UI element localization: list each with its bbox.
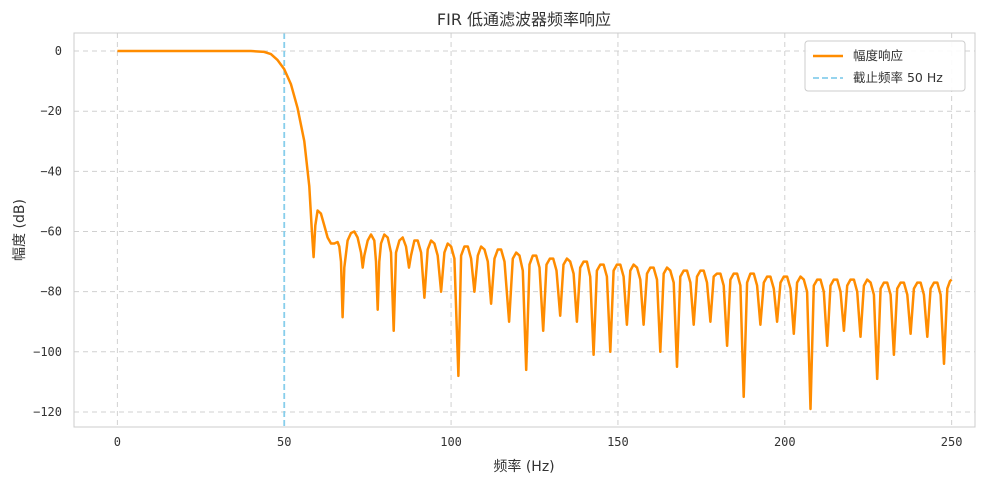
x-tick-label: 250 xyxy=(941,435,963,449)
y-tick-label: −40 xyxy=(40,164,62,178)
x-axis-label: 频率 (Hz) xyxy=(493,458,554,475)
x-tick-label: 100 xyxy=(440,435,462,449)
y-tick-label: −20 xyxy=(40,104,62,118)
y-tick-label: −60 xyxy=(40,225,62,239)
x-tick-label: 200 xyxy=(774,435,796,449)
y-tick-label: −100 xyxy=(33,345,62,359)
legend-frame xyxy=(804,40,966,92)
x-tick-label: 0 xyxy=(114,435,121,449)
legend-label-response: 幅度响应 xyxy=(853,48,903,63)
series-line-response xyxy=(117,49,953,411)
y-axis-label: 幅度 (dB) xyxy=(12,199,28,261)
tick-layer: 0 50 100 150 200 250 0 −20 −40 −60 −80 −100 −120 xyxy=(33,44,962,449)
y-tick-label: 0 xyxy=(55,44,62,58)
x-tick-label: 150 xyxy=(607,435,629,449)
y-tick-label: −80 xyxy=(40,285,62,299)
x-tick-label: 50 xyxy=(277,435,291,449)
legend-label-cutoff: 截止频率 50 Hz xyxy=(853,70,943,85)
chart-title: FIR 低通滤波器频率响应 xyxy=(437,10,611,29)
y-tick-label: −120 xyxy=(33,405,62,419)
series-layer xyxy=(117,33,953,427)
legend: 幅度响应 截止频率 50 Hz xyxy=(804,40,966,92)
plot-frame xyxy=(73,32,976,428)
